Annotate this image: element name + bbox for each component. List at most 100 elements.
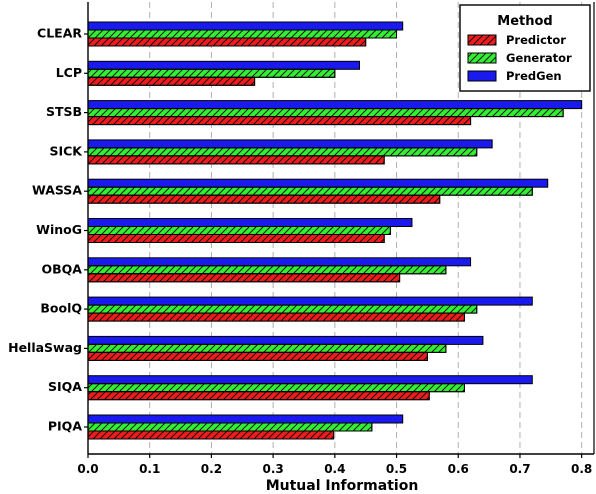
bar-predgen-obqa [87, 257, 472, 267]
bar-fill [87, 414, 404, 424]
bar-fill [87, 139, 493, 149]
bar-hatch [87, 304, 478, 314]
category-label: STSB [46, 104, 82, 119]
legend-entry-predgen: PredGen [467, 69, 562, 83]
bar-hatch [87, 312, 465, 322]
bar-hatch [87, 430, 335, 440]
bar-generator-piqa [87, 422, 373, 432]
legend-swatch-hatch [467, 52, 497, 64]
x-tick-label: 0.1 [139, 462, 160, 476]
bar-fill [87, 296, 533, 306]
axes [87, 2, 595, 455]
bar-generator-siqa [87, 383, 465, 393]
bar-hatch [87, 147, 478, 157]
x-tick-label: 0.0 [77, 462, 98, 476]
x-tick-label: 0.6 [448, 462, 469, 476]
bar-fill [87, 375, 533, 385]
bar-hatch [87, 422, 373, 432]
bar-predgen-sick [87, 139, 493, 149]
bar-hatch [87, 391, 430, 401]
legend-box [459, 4, 591, 92]
category-label: WASSA [32, 183, 82, 198]
bar-predictor-clear [87, 37, 367, 47]
bar-fill [87, 60, 361, 70]
bar-hatch [87, 37, 367, 47]
x-axis-title: Mutual Information [266, 478, 419, 494]
bar-predgen-wassa [87, 178, 549, 188]
bar-fill [87, 21, 404, 31]
bar-hatch [87, 68, 336, 78]
legend-swatch [467, 70, 497, 82]
bar-fill [87, 335, 484, 345]
bar-predgen-stsb [87, 100, 583, 110]
category-labels: CLEAR LCP STSB SICK WASSA WinoG OBQA BoolQ Hella… [8, 26, 88, 434]
x-ticks: 0.0 0.1 0.2 0.3 0.4 0.5 0.6 0.7 0.8 [77, 454, 592, 476]
bar-hatch [87, 343, 447, 353]
bar-predgen-piqa [87, 414, 404, 424]
x-tick-label: 0.5 [386, 462, 407, 476]
legend-label: PredGen [506, 69, 562, 83]
bar-predgen-clear [87, 21, 404, 31]
bar-fill [87, 218, 413, 227]
bar-hatch [87, 108, 564, 118]
legend-swatch-hatch [467, 34, 497, 46]
bar-predictor-obqa [87, 273, 401, 283]
legend-entry-generator: Generator [467, 51, 572, 65]
legend-label: Predictor [506, 33, 566, 47]
bar-hatch [87, 194, 441, 204]
bar-predictor-piqa [87, 430, 335, 440]
bar-hatch [87, 116, 472, 126]
bar-fill [87, 257, 472, 267]
bar-generator-obqa [87, 265, 447, 275]
category-label: BoolQ [40, 301, 82, 316]
legend: Method Predictor Generator PredGen [459, 4, 591, 92]
bar-generator-sick [87, 147, 478, 157]
bar-fill [87, 178, 549, 188]
bar-generator-wassa [87, 186, 533, 196]
bar-predgen-boolq [87, 296, 533, 306]
bars [87, 21, 583, 440]
category-label: HellaSwag [8, 340, 82, 355]
x-tick-label: 0.4 [324, 462, 345, 476]
bar-hatch [87, 186, 533, 196]
bar-predgen-siqa [87, 375, 533, 385]
category-label: SICK [49, 143, 83, 158]
category-label: PIQA [48, 419, 82, 434]
bar-hatch [87, 351, 428, 361]
x-tick-label: 0.3 [262, 462, 283, 476]
x-tick-label: 0.7 [509, 462, 530, 476]
bar-predgen-hellaswag [87, 335, 484, 345]
bar-hatch [87, 234, 385, 243]
x-tick-label: 0.2 [201, 462, 222, 476]
category-label: WinoG [36, 222, 82, 237]
bar-hatch [87, 265, 447, 275]
bar-predictor-boolq [87, 312, 465, 322]
category-label: LCP [56, 65, 82, 80]
category-label: SIQA [48, 379, 82, 394]
legend-title: Method [497, 14, 552, 29]
bar-predictor-winog [87, 234, 385, 243]
bar-hatch [87, 383, 465, 393]
bar-fill [87, 100, 583, 110]
category-label: CLEAR [37, 26, 82, 41]
bar-predictor-lcp [87, 76, 256, 86]
bar-predgen-winog [87, 218, 413, 227]
bar-generator-hellaswag [87, 343, 447, 353]
bar-hatch [87, 226, 391, 235]
bar-predgen-lcp [87, 60, 361, 70]
bar-hatch [87, 76, 256, 86]
bar-hatch [87, 29, 398, 39]
bar-generator-boolq [87, 304, 478, 314]
bar-generator-lcp [87, 68, 336, 78]
bar-predictor-sick [87, 155, 385, 165]
bar-hatch [87, 155, 385, 165]
legend-label: Generator [506, 51, 572, 65]
bar-generator-clear [87, 29, 398, 39]
bar-predictor-hellaswag [87, 351, 428, 361]
x-tick-label: 0.8 [571, 462, 592, 476]
bar-generator-winog [87, 226, 391, 235]
bar-predictor-wassa [87, 194, 441, 204]
bar-hatch [87, 273, 401, 283]
bar-predictor-stsb [87, 116, 472, 126]
